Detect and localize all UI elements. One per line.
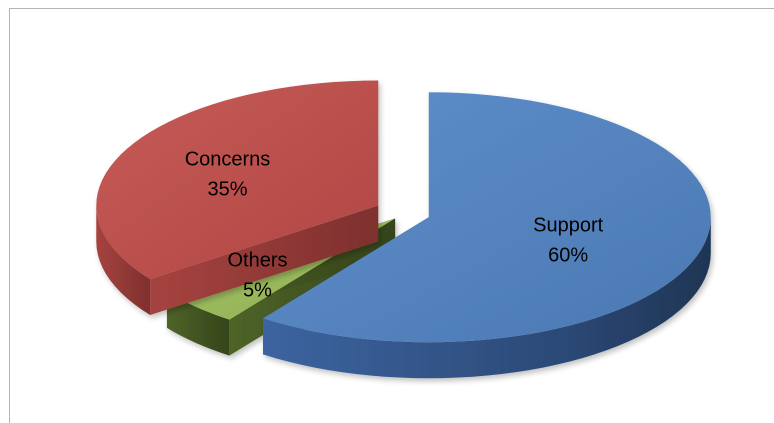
data-label-concerns: Concerns 35% — [185, 149, 271, 201]
data-label-support-name: Support — [533, 214, 603, 236]
pie-slice-support-side-0 — [263, 217, 711, 379]
labels-layer: Support 60% Others 5% Concerns 35% — [185, 149, 604, 302]
slices-layer — [96, 80, 711, 379]
data-label-others: Others 5% — [227, 250, 287, 302]
data-label-others-value: 5% — [243, 280, 272, 302]
data-label-concerns-name: Concerns — [185, 149, 271, 171]
data-label-support: Support 60% — [533, 214, 603, 266]
pie-slice-concerns — [96, 80, 379, 315]
pie-slice-support-top — [263, 92, 711, 343]
pie-slice-concerns-top — [96, 80, 379, 279]
frame-top-border — [9, 8, 774, 9]
pie-slice-concerns-wall-start — [150, 205, 379, 315]
data-label-concerns-value: 35% — [207, 179, 247, 201]
pie-slice-support — [263, 92, 711, 379]
data-label-support-value: 60% — [548, 244, 588, 266]
frame-left-border — [9, 8, 10, 423]
data-label-others-name: Others — [227, 250, 287, 272]
pie-slice-concerns-side-0 — [96, 205, 151, 315]
pie-slice-others-side-0 — [166, 291, 230, 356]
